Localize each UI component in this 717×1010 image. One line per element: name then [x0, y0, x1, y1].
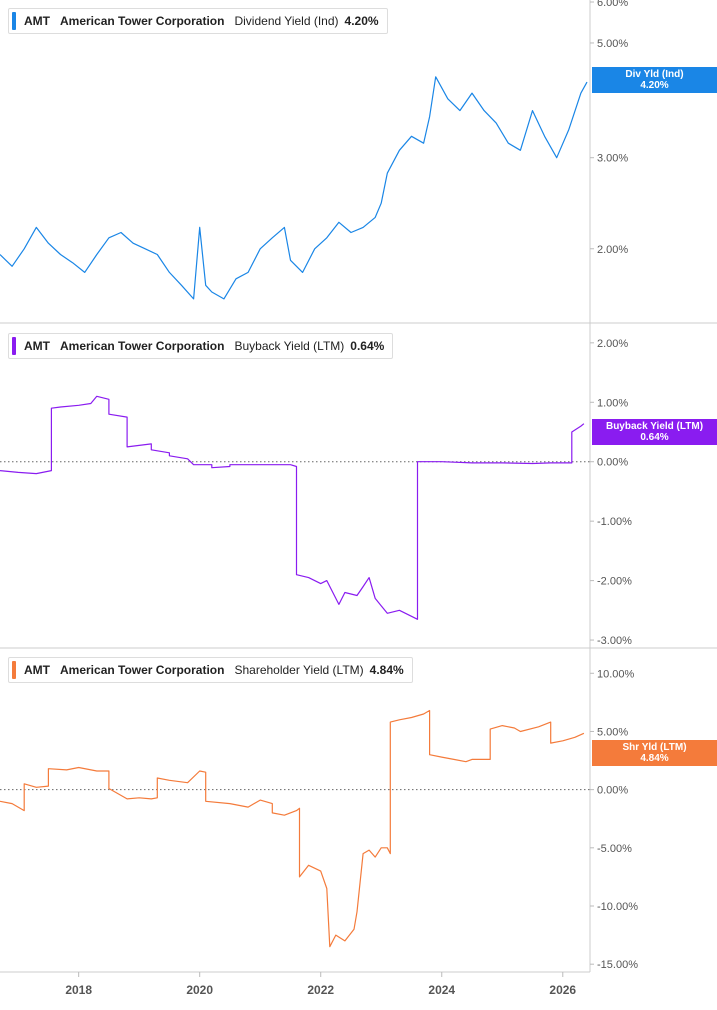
flag-value: 4.84%	[640, 753, 669, 764]
series-color-swatch	[12, 337, 16, 355]
value-flag-shareholder: Shr Yld (LTM) 4.84%	[592, 740, 717, 766]
y-tick-label: -2.00%	[597, 576, 632, 588]
y-tick-label: 5.00%	[597, 726, 628, 738]
legend-ticker: AMT	[24, 14, 50, 28]
y-tick-label: 1.00%	[597, 397, 628, 409]
series-color-swatch	[12, 12, 16, 30]
y-tick-label: 10.00%	[597, 668, 635, 680]
y-tick-label: 2.00%	[597, 338, 628, 350]
legend-company: American Tower Corporation	[60, 339, 225, 353]
flag-title: Div Yld (Ind)	[625, 69, 684, 80]
x-tick-label: 2018	[65, 983, 92, 997]
y-tick-label: 3.00%	[597, 153, 628, 165]
legend-value: 4.20%	[344, 14, 379, 28]
flag-title: Shr Yld (LTM)	[622, 742, 687, 753]
y-tick-label: 5.00%	[597, 38, 628, 50]
x-tick-label: 2024	[428, 983, 455, 997]
series-color-swatch	[12, 661, 16, 679]
flag-value: 0.64%	[640, 432, 669, 443]
legend-ticker: AMT	[24, 339, 50, 353]
y-tick-label: 2.00%	[597, 244, 628, 256]
x-tick-label: 2026	[549, 983, 576, 997]
y-tick-label: 6.00%	[597, 0, 628, 9]
series-line	[0, 709, 585, 948]
legend-company: American Tower Corporation	[60, 663, 225, 677]
legend-metric: Shareholder Yield (LTM)	[234, 663, 364, 677]
x-tick-label: 2020	[186, 983, 213, 997]
series-line	[0, 76, 588, 300]
legend-ticker: AMT	[24, 663, 50, 677]
y-tick-label: 0.00%	[597, 785, 628, 797]
y-tick-label: -10.00%	[597, 901, 638, 913]
y-tick-label: 0.00%	[597, 457, 628, 469]
y-tick-label: -1.00%	[597, 516, 632, 528]
legend-dividend: AMT American Tower Corporation Dividend …	[8, 8, 388, 34]
y-tick-label: -3.00%	[597, 635, 632, 647]
y-tick-label: -5.00%	[597, 843, 632, 855]
flag-title: Buyback Yield (LTM)	[605, 421, 704, 432]
legend-metric: Buyback Yield (LTM)	[234, 339, 345, 353]
legend-shareholder: AMT American Tower Corporation Sharehold…	[8, 657, 413, 683]
value-flag-buyback: Buyback Yield (LTM) 0.64%	[592, 419, 717, 445]
legend-metric: Dividend Yield (Ind)	[234, 14, 339, 28]
flag-value: 4.20%	[640, 80, 669, 91]
x-tick-label: 2022	[307, 983, 334, 997]
y-tick-label: -15.00%	[597, 959, 638, 971]
value-flag-dividend: Div Yld (Ind) 4.20%	[592, 67, 717, 93]
legend-value: 4.84%	[369, 663, 404, 677]
legend-value: 0.64%	[350, 339, 385, 353]
legend-buyback: AMT American Tower Corporation Buyback Y…	[8, 333, 394, 359]
legend-company: American Tower Corporation	[60, 14, 225, 28]
series-line	[0, 395, 585, 620]
